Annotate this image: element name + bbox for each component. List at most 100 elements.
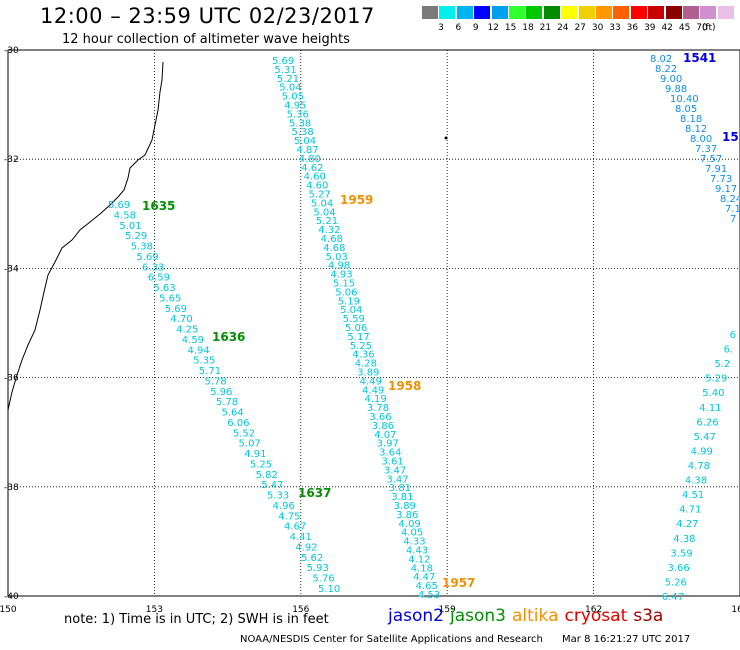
track-value: 3.97 xyxy=(377,439,399,450)
legend-swatch xyxy=(630,6,647,19)
track-value: 4.93 xyxy=(330,270,352,281)
legend-label: 9 xyxy=(472,23,479,33)
legend-label: 42 xyxy=(661,23,673,33)
track-value: 4.60 xyxy=(306,181,328,192)
track-value: 5.26 xyxy=(665,577,687,588)
legend-swatch xyxy=(596,6,612,19)
track-value: 6.06 xyxy=(227,418,249,429)
track-value: 5.15 xyxy=(333,279,355,290)
track-value: 4.47 xyxy=(413,572,435,583)
track-value: 5.29 xyxy=(705,374,727,385)
lon-tick-label: 153 xyxy=(146,605,163,615)
track-value: 4.62 xyxy=(301,163,323,174)
track-value: 4.36 xyxy=(352,350,374,361)
track-value: 4.33 xyxy=(403,537,425,548)
track-time-label: 1635 xyxy=(142,199,175,213)
track-value: 4.18 xyxy=(411,563,433,574)
legend-swatch xyxy=(491,6,508,19)
lon-tick-label: 162 xyxy=(585,605,602,615)
track-value: 5.63 xyxy=(153,283,175,294)
track-value: 4.75 xyxy=(278,511,300,522)
track-value: 6. xyxy=(724,345,734,356)
legend-swatch xyxy=(578,6,595,19)
legend-label: 6 xyxy=(455,23,462,33)
track-time-label: 15 xyxy=(722,130,739,144)
track-value: 5.69 xyxy=(272,56,294,67)
track-value: 3.81 xyxy=(391,492,413,503)
track-value: 3.86 xyxy=(396,510,418,521)
lat-tick-label: -40 xyxy=(4,592,19,602)
track-time-label: 1958 xyxy=(388,379,421,393)
map-frame xyxy=(7,49,740,597)
legend-label: 18 xyxy=(522,23,534,33)
legend-label: 27 xyxy=(574,23,586,33)
legend-swatch xyxy=(648,6,665,19)
lon-tick-label: 165 xyxy=(731,605,740,615)
track-value: 5.04 xyxy=(279,83,301,94)
track-value: 7.57 xyxy=(700,154,722,165)
track-value: 5.17 xyxy=(347,332,369,343)
track-value: 4.19 xyxy=(364,394,386,405)
track-value: 3.64 xyxy=(379,448,401,459)
track-value: 5.06 xyxy=(345,323,367,334)
legend-label: 39 xyxy=(644,23,656,33)
track-time-label: 1959 xyxy=(340,193,373,207)
track-value: 3.81 xyxy=(389,483,411,494)
legend-swatch xyxy=(474,6,491,19)
track-value: 3.47 xyxy=(384,465,406,476)
track-value: 3.89 xyxy=(394,501,416,512)
track-value: 4.07 xyxy=(374,430,396,441)
track-value: 7.91 xyxy=(705,164,727,175)
track-value: 5.19 xyxy=(338,296,360,307)
legend-label: 3 xyxy=(438,23,444,33)
track-value: 4.91 xyxy=(244,449,266,460)
track-value: 5.06 xyxy=(335,287,357,298)
lon-tick-label: 159 xyxy=(439,605,456,615)
track-time-label: 1636 xyxy=(212,330,245,344)
track-value: 4.98 xyxy=(328,261,350,272)
track-value: 8.24 xyxy=(720,194,740,205)
track-value: 8.12 xyxy=(685,124,707,135)
map-title: 12:00 – 23:59 UTC 02/23/2017 xyxy=(40,4,375,28)
track-value: 7.37 xyxy=(695,144,717,155)
lat-tick-label: -38 xyxy=(4,483,19,493)
legend-swatch xyxy=(422,6,438,19)
track-value: 4.71 xyxy=(679,505,701,516)
track-value: 5.31 xyxy=(274,65,296,76)
footer-timestamp: Mar 8 16:21:27 UTC 2017 xyxy=(562,634,691,645)
track-value: 10.40 xyxy=(670,94,699,105)
legend-label: 33 xyxy=(609,23,621,33)
track-value: 5.59 xyxy=(343,314,365,325)
track-value: 5.04 xyxy=(311,198,333,209)
legend-swatch xyxy=(456,6,473,19)
legend-unit: (ft) xyxy=(702,23,716,33)
track-value: 4.11 xyxy=(699,403,721,414)
track-value: 5.64 xyxy=(222,408,244,419)
satellite-label: jason3 xyxy=(450,606,506,626)
track-value: 3.66 xyxy=(369,412,391,423)
track-value: 5.65 xyxy=(159,293,181,304)
track-value: 6.26 xyxy=(696,417,718,428)
track-value: 5.69 xyxy=(108,200,130,211)
track-value: 5.35 xyxy=(193,356,215,367)
note-text: note: 1) Time is in UTC; 2) SWH is in fe… xyxy=(64,612,329,627)
track-value: 8.00 xyxy=(690,134,712,145)
track-value: 4.95 xyxy=(284,101,306,112)
track-value: 7.73 xyxy=(710,174,732,185)
legend-swatch xyxy=(683,6,699,19)
track-value: 4.05 xyxy=(401,528,423,539)
track-value: 5.96 xyxy=(210,387,232,398)
lon-tick-label: 156 xyxy=(292,605,309,615)
legend-swatch xyxy=(700,6,717,19)
track-value: 5.78 xyxy=(204,376,226,387)
track-value: 5.25 xyxy=(250,459,272,470)
footer-credit: NOAA/NESDIS Center for Satellite Applica… xyxy=(240,634,543,645)
track-value: 4.49 xyxy=(362,385,384,396)
track-value: 5.93 xyxy=(307,563,329,574)
track-value: 5.04 xyxy=(313,207,335,218)
lat-tick-label: -32 xyxy=(4,155,19,165)
track-value: 5.78 xyxy=(216,397,238,408)
legend-label: 45 xyxy=(678,23,691,33)
track-value: 5.38 xyxy=(289,118,311,129)
track-value: 5.25 xyxy=(350,341,372,352)
